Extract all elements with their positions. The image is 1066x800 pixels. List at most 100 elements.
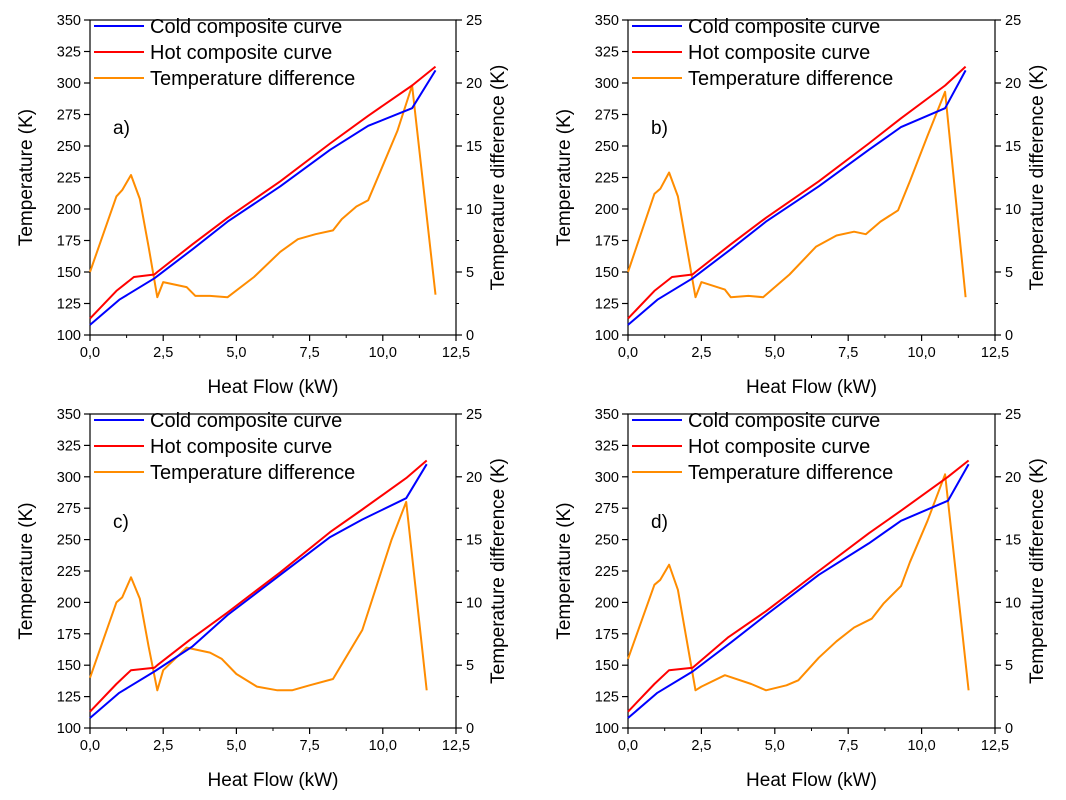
- y-tick-label: 100: [595, 721, 619, 737]
- x-tick-label: 12,5: [981, 738, 1009, 754]
- y2-tick-label: 10: [1005, 595, 1021, 611]
- y-tick-label: 200: [595, 595, 619, 611]
- chart-panel-a: 0,0 2,5 5,0 7,5 10,0 12,510012515017520022525…: [16, 13, 509, 398]
- y-axis-label: Temperature (K): [554, 109, 575, 246]
- y-tick-label: 100: [595, 328, 619, 344]
- y-tick-label: 250: [57, 533, 81, 549]
- x-tick-label: 12,5: [442, 738, 470, 754]
- chart-panel-c: 0,0 2,5 5,0 7,5 10,0 12,510012515017520022525…: [16, 407, 509, 791]
- y2-tick-label: 20: [466, 470, 482, 486]
- legend-label-cold: Cold composite curve: [688, 16, 880, 38]
- legend-label-hot: Hot composite curve: [688, 436, 870, 458]
- y2-tick-label: 25: [1005, 13, 1021, 29]
- y-tick-label: 325: [595, 438, 619, 454]
- y-tick-label: 250: [595, 533, 619, 549]
- legend-label-cold: Cold composite curve: [688, 410, 880, 432]
- series-line-cold: [89, 69, 437, 326]
- y-tick-label: 225: [595, 171, 619, 187]
- y-tick-label: 325: [57, 438, 81, 454]
- y2-axis-label: Temperature difference (K): [488, 458, 509, 684]
- series-line-hot: [627, 65, 967, 320]
- y-axis-label: Temperature (K): [16, 109, 37, 246]
- y2-tick-label: 10: [466, 595, 482, 611]
- y-tick-label: 350: [57, 13, 81, 29]
- x-tick-label: 2,5: [691, 738, 711, 754]
- y2-tick-label: 0: [1005, 721, 1013, 737]
- y-tick-label: 150: [595, 658, 619, 674]
- y-tick-label: 200: [57, 202, 81, 218]
- y-tick-label: 275: [595, 108, 619, 124]
- legend-label-diff: Temperature difference: [150, 68, 355, 90]
- y-tick-label: 350: [595, 13, 619, 29]
- x-tick-label: 2,5: [153, 345, 173, 361]
- chart-panel-d: 0,0 2,5 5,0 7,5 10,0 12,510012515017520022525…: [554, 407, 1048, 791]
- x-tick-label: 5,0: [226, 345, 246, 361]
- y2-tick-label: 25: [466, 407, 482, 423]
- y-tick-label: 100: [57, 721, 81, 737]
- y-tick-label: 150: [57, 658, 81, 674]
- series-line-hot: [627, 459, 970, 713]
- legend-label-hot: Hot composite curve: [150, 436, 332, 458]
- series-line-hot: [89, 65, 437, 320]
- y-tick-label: 275: [595, 501, 619, 517]
- x-tick-label: 7,5: [300, 738, 320, 754]
- x-tick-label: 2,5: [153, 738, 173, 754]
- y2-tick-label: 5: [1005, 658, 1013, 674]
- x-tick-label: 5,0: [765, 738, 785, 754]
- y-tick-label: 150: [57, 265, 81, 281]
- y2-tick-label: 20: [466, 76, 482, 92]
- series-line-cold: [627, 69, 967, 326]
- panel-label: c): [113, 512, 129, 533]
- y-tick-label: 175: [57, 627, 81, 643]
- x-tick-label: 5,0: [765, 345, 785, 361]
- y2-tick-label: 25: [1005, 407, 1021, 423]
- x-tick-label: 12,5: [981, 345, 1009, 361]
- y-tick-label: 300: [57, 76, 81, 92]
- x-tick-label: 7,5: [838, 345, 858, 361]
- y-tick-label: 300: [595, 76, 619, 92]
- x-tick-label: 12,5: [442, 345, 470, 361]
- y-tick-label: 225: [595, 564, 619, 580]
- panel-label: d): [651, 512, 668, 533]
- series-line-cold: [89, 463, 428, 719]
- legend-label-diff: Temperature difference: [688, 462, 893, 484]
- y-tick-label: 125: [595, 690, 619, 706]
- y2-tick-label: 15: [466, 533, 482, 549]
- y-tick-label: 200: [595, 202, 619, 218]
- y-tick-label: 175: [57, 234, 81, 250]
- legend-label-hot: Hot composite curve: [150, 42, 332, 64]
- legend-label-diff: Temperature difference: [150, 462, 355, 484]
- y-tick-label: 175: [595, 627, 619, 643]
- y-tick-label: 300: [595, 470, 619, 486]
- x-tick-label: 10,0: [369, 345, 397, 361]
- y2-tick-label: 0: [1005, 328, 1013, 344]
- y-tick-label: 325: [595, 45, 619, 61]
- x-tick-label: 2,5: [691, 345, 711, 361]
- y2-tick-label: 0: [466, 721, 474, 737]
- y-tick-label: 325: [57, 45, 81, 61]
- y2-tick-label: 10: [1005, 202, 1021, 218]
- y2-tick-label: 20: [1005, 76, 1021, 92]
- series-line-diff: [89, 500, 428, 692]
- y2-tick-label: 15: [466, 139, 482, 155]
- y-tick-label: 125: [57, 297, 81, 313]
- y-tick-label: 350: [57, 407, 81, 423]
- y2-tick-label: 5: [466, 265, 474, 281]
- x-tick-label: 0,0: [618, 738, 638, 754]
- x-axis-label: Heat Flow (kW): [746, 377, 877, 398]
- chart-panel-b: 0,0 2,5 5,0 7,5 10,0 12,510012515017520022525…: [554, 13, 1048, 398]
- y-axis-label: Temperature (K): [16, 502, 37, 639]
- y-tick-label: 150: [595, 265, 619, 281]
- y-tick-label: 250: [57, 139, 81, 155]
- x-tick-label: 7,5: [300, 345, 320, 361]
- series-line-cold: [627, 463, 970, 719]
- x-tick-label: 0,0: [80, 738, 100, 754]
- y2-tick-label: 5: [466, 658, 474, 674]
- y-tick-label: 300: [57, 470, 81, 486]
- y2-tick-label: 5: [1005, 265, 1013, 281]
- x-axis-label: Heat Flow (kW): [746, 770, 877, 791]
- legend-label-cold: Cold composite curve: [150, 16, 342, 38]
- x-tick-label: 5,0: [226, 738, 246, 754]
- y2-axis-label: Temperature difference (K): [1027, 458, 1048, 684]
